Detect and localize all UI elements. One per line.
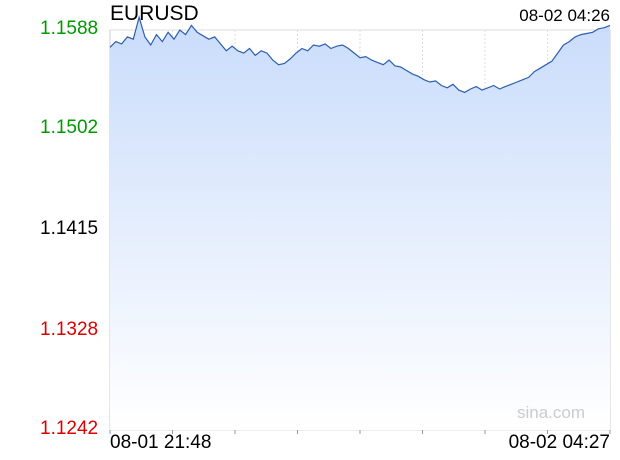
- y-tick-label: 1.1588: [40, 18, 99, 39]
- x-end-label: 08-02 04:27: [508, 432, 610, 453]
- y-tick-label: 1.1242: [40, 418, 99, 439]
- symbol-title: EURUSD: [110, 2, 199, 25]
- price-area: [110, 17, 610, 431]
- y-tick-label: 1.1502: [40, 117, 99, 139]
- y-tick-label: 1.1328: [40, 318, 99, 340]
- watermark: sina.com: [517, 403, 585, 422]
- x-start-label: 08-01 21:48: [110, 432, 212, 453]
- y-tick-label: 1.1415: [40, 218, 99, 239]
- price-line: [109, 15, 611, 94]
- timestamp: 08-02 04:26: [519, 6, 610, 25]
